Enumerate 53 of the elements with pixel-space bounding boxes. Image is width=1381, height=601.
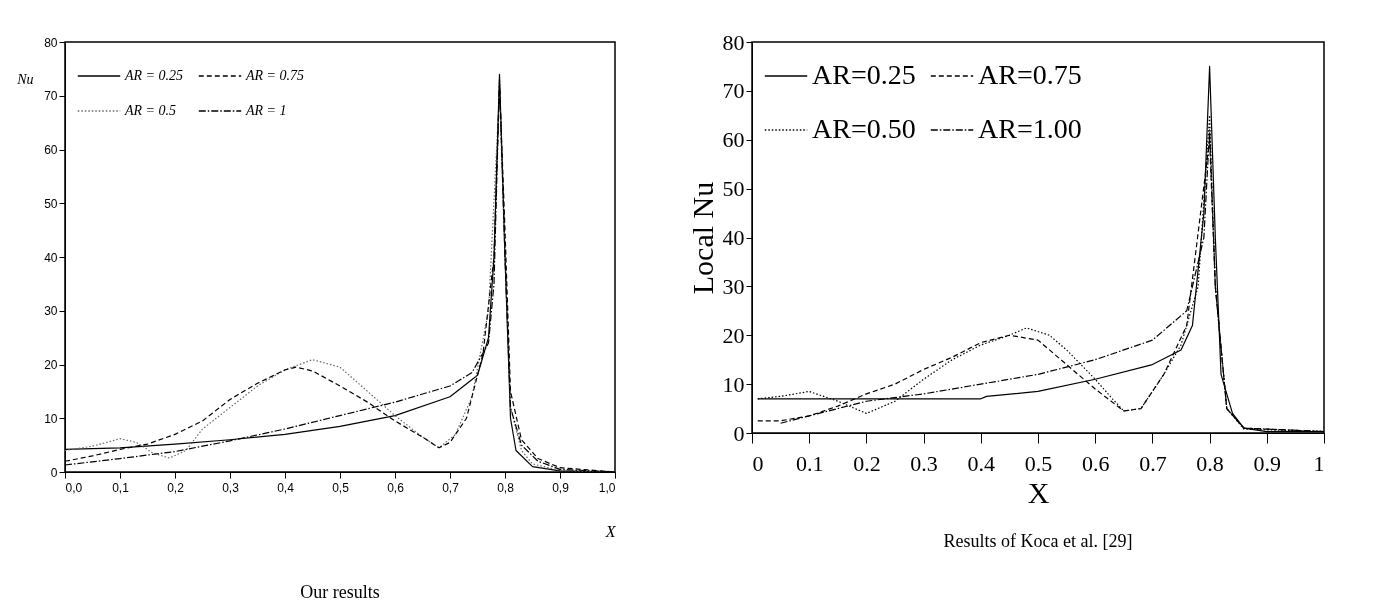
x-tick-label: 0.2 — [853, 450, 881, 476]
x-axis-title: X — [604, 522, 617, 540]
x-tick-label: 0,6 — [387, 480, 405, 495]
y-tick-label: 70 — [44, 89, 58, 104]
y-tick-label: 10 — [722, 371, 745, 397]
legend-label: AR=0.50 — [812, 113, 916, 144]
x-tick-label: 0,4 — [277, 480, 295, 495]
y-tick-label: 50 — [44, 196, 58, 211]
x-axis-title: X — [1027, 475, 1050, 509]
x-tick-label: 0.8 — [1196, 450, 1224, 476]
x-tick-label: 0.6 — [1081, 450, 1110, 476]
legend-label: AR = 0.25 — [124, 68, 184, 83]
x-tick-label: 1,0 — [598, 480, 616, 495]
y-tick-label: 80 — [722, 29, 745, 55]
x-tick-label: 0,7 — [442, 480, 460, 495]
y-tick-label: 20 — [722, 322, 745, 348]
legend-label: AR = 0.5 — [124, 103, 177, 118]
y-tick-label: 60 — [722, 127, 745, 153]
text: Our results — [300, 582, 380, 601]
y-tick-label: 80 — [44, 35, 58, 50]
y-tick-label: 0 — [733, 420, 745, 446]
y-tick-label: 40 — [44, 250, 58, 265]
x-tick-label: 0,5 — [332, 480, 350, 495]
x-tick-label: 0.5 — [1024, 450, 1053, 476]
legend-label: AR=1.00 — [978, 113, 1082, 144]
x-tick-label: 0,0 — [65, 480, 83, 495]
x-tick-label: 0.4 — [967, 450, 996, 476]
x-tick-label: 0,8 — [497, 480, 515, 495]
y-tick-label: 70 — [722, 78, 745, 104]
x-tick-label: 0,3 — [222, 480, 240, 495]
y-tick-label: 30 — [44, 304, 58, 319]
y-tick-label: 50 — [722, 176, 745, 202]
x-tick-label: 0,2 — [167, 480, 185, 495]
y-tick-label: 30 — [722, 273, 745, 299]
legend-label: AR=0.25 — [812, 59, 916, 90]
y-tick-label: 10 — [44, 411, 58, 426]
x-tick-label: 0,9 — [552, 480, 570, 495]
x-tick-label: 0.1 — [795, 450, 824, 476]
legend-label: AR = 1 — [245, 103, 287, 118]
x-tick-label: 0,1 — [112, 480, 130, 495]
y-tick-label: 40 — [722, 225, 745, 250]
y-axis-title: Nu — [16, 71, 34, 87]
x-tick-label: 0 — [752, 450, 764, 476]
y-tick-label: 60 — [44, 143, 58, 157]
x-tick-label: 0.7 — [1139, 450, 1167, 476]
x-tick-label: 1 — [1313, 450, 1325, 476]
legend-label: AR = 0.75 — [245, 68, 305, 83]
legend-label: AR=0.75 — [978, 59, 1082, 90]
x-tick-label: 0.9 — [1253, 450, 1282, 476]
x-tick-label: 0.3 — [910, 450, 938, 476]
y-tick-label: 20 — [44, 358, 58, 372]
y-axis-title: Local Nu — [685, 181, 719, 295]
text: Results of Koca et al. [29] — [943, 531, 1133, 551]
